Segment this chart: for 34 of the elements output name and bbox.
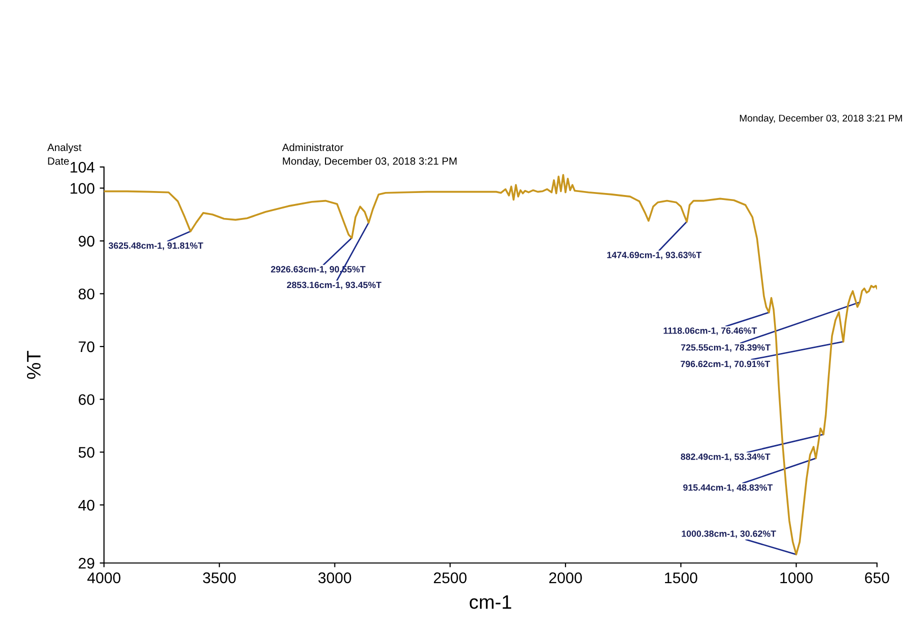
- x-tick-label: 2500: [434, 572, 467, 584]
- x-tick-label: 3000: [318, 572, 352, 584]
- text: Administrator: [282, 143, 344, 152]
- x-axis-title: cm-1: [470, 595, 512, 609]
- y-tick-label: 60: [78, 394, 94, 406]
- x-tick-label: 650: [865, 572, 890, 584]
- y-tick-label: 50: [78, 446, 94, 458]
- y-tick-label: 90: [78, 236, 94, 247]
- x-tick-label: 3500: [202, 572, 236, 584]
- x-tick-label: 1000: [780, 572, 813, 584]
- annotation: 725.55cm-1, 78.39%T: [681, 344, 770, 352]
- text: Analyst: [47, 143, 82, 154]
- text: Monday, December 03, 2018 3:21 PM: [740, 114, 902, 124]
- text: Monday, December 03, 2018 3:21 PM: [282, 157, 456, 167]
- annotation: 2853.16cm-1, 93.45%T: [286, 282, 382, 290]
- annotation: 1474.69cm-1, 93.63%T: [607, 252, 702, 260]
- y-tick-label: 40: [78, 500, 94, 511]
- y-tick-label: 100: [70, 182, 94, 194]
- text: Date: [48, 158, 69, 165]
- annotation: 882.49cm-1, 53.34%T: [680, 454, 770, 462]
- line-series: [104, 174, 877, 556]
- annotation: 1000.38cm-1, 30.62%T: [682, 530, 776, 538]
- x-tick-label: 4000: [87, 572, 120, 584]
- x-tick-label: 1500: [665, 572, 698, 584]
- y-tick-label: 104: [70, 162, 95, 173]
- x-tick-label: 2000: [549, 572, 582, 584]
- y-axis-title: %T: [26, 350, 41, 379]
- annotation: 3625.48cm-1, 91.81%T: [108, 242, 204, 250]
- y-tick-label: 70: [78, 341, 94, 352]
- y-tick-label: 29: [78, 558, 94, 569]
- annotation: 796.62cm-1, 70.91%T: [680, 360, 770, 368]
- annotation: 1118.06cm-1, 76.46%T: [664, 327, 757, 336]
- y-tick-label: 80: [78, 288, 94, 300]
- annotation: 915.44cm-1, 48.83%T: [683, 484, 773, 492]
